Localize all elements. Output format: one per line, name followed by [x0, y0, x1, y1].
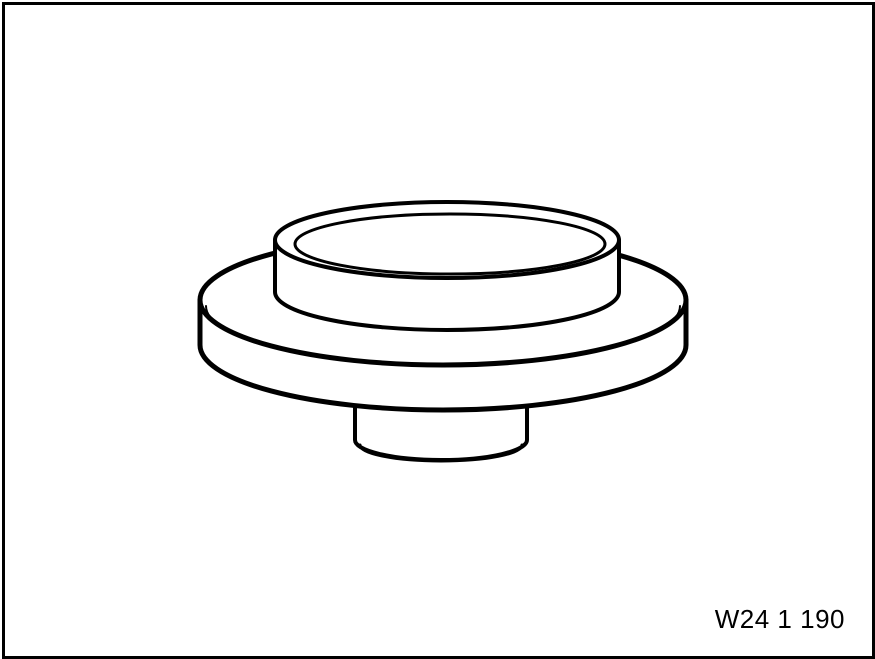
bottom-spigot	[353, 398, 529, 463]
raised-boss	[273, 200, 621, 332]
figure-code-label: W24 1 190	[714, 604, 845, 634]
